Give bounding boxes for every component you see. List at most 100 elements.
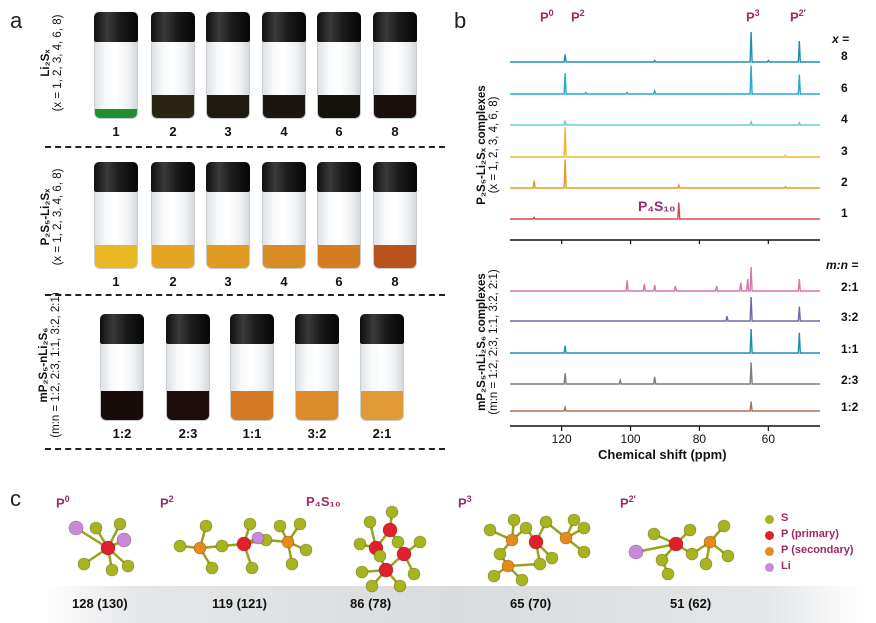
atom bbox=[391, 535, 405, 549]
spectrum-label-3: 3 bbox=[841, 144, 848, 158]
x-tick-label: 120 bbox=[552, 432, 572, 446]
vial-liquid bbox=[263, 245, 305, 268]
atom bbox=[173, 539, 187, 553]
atom bbox=[699, 557, 713, 571]
atom bbox=[577, 521, 591, 535]
atom bbox=[717, 519, 731, 533]
atom bbox=[121, 559, 135, 573]
vial-liquid bbox=[318, 95, 360, 118]
legend-li-dot bbox=[765, 563, 774, 572]
atom bbox=[105, 563, 119, 577]
vial-body bbox=[100, 344, 144, 421]
atom bbox=[567, 513, 581, 527]
vial-3-1:2 bbox=[100, 314, 144, 421]
vial-body bbox=[373, 42, 417, 119]
atom bbox=[293, 517, 307, 531]
legend-p-primary: P (primary) bbox=[781, 528, 839, 540]
shift-value-p4s10: 86 (78) bbox=[350, 596, 392, 611]
atom bbox=[100, 540, 116, 556]
vial-body bbox=[317, 192, 361, 269]
atom bbox=[251, 531, 265, 545]
atom bbox=[515, 573, 529, 587]
atom bbox=[533, 557, 547, 571]
vial-body bbox=[166, 344, 210, 421]
legend-p-secondary-dot bbox=[765, 547, 774, 556]
vial-row-li2sx: 1 2 3 4 6 8 bbox=[90, 12, 420, 139]
vial-cap bbox=[360, 314, 404, 344]
vial-cap bbox=[94, 162, 138, 192]
atom bbox=[721, 549, 735, 563]
shift-value-p2: 119 (121) bbox=[212, 596, 267, 611]
mn-header: m:n = bbox=[826, 258, 859, 272]
divider-3 bbox=[45, 448, 445, 450]
panel-b-letter: b bbox=[454, 8, 467, 33]
vial-cap bbox=[262, 162, 306, 192]
vial-liquid bbox=[207, 245, 249, 268]
atom bbox=[393, 579, 407, 593]
x-header: x = bbox=[832, 32, 850, 46]
vial-1-2 bbox=[151, 12, 195, 119]
vial-cap bbox=[317, 162, 361, 192]
vial-body bbox=[360, 344, 404, 421]
legend-p-secondary: P (secondary) bbox=[781, 544, 854, 556]
atom bbox=[353, 537, 367, 551]
vial-cap bbox=[317, 12, 361, 42]
vial-label: 2:3 bbox=[178, 426, 198, 441]
structure-label-p0: P0 bbox=[56, 494, 70, 511]
vial-liquid bbox=[263, 95, 305, 118]
vial-cap bbox=[373, 162, 417, 192]
molecular-structures bbox=[68, 505, 735, 593]
vial-3-2:1 bbox=[360, 314, 404, 421]
vial-row-mp2s5-nli2s6: 1:2 2:3 1:1 3:2 2:1 bbox=[90, 314, 420, 441]
vial-body bbox=[373, 192, 417, 269]
structure-label-p2: P2 bbox=[160, 494, 174, 511]
vial-cap bbox=[151, 162, 195, 192]
vial-label: 8 bbox=[391, 274, 399, 289]
vial-body bbox=[295, 344, 339, 421]
spectrum-1-1 bbox=[510, 328, 820, 354]
vial-label: 4 bbox=[280, 124, 288, 139]
atom bbox=[245, 561, 259, 575]
atom bbox=[273, 519, 287, 533]
atom bbox=[199, 519, 213, 533]
atom bbox=[236, 536, 252, 552]
vial-1-3 bbox=[206, 12, 250, 119]
structure-label-p3: P3 bbox=[458, 494, 472, 511]
vial-body bbox=[94, 42, 138, 119]
atom bbox=[378, 562, 394, 578]
atom bbox=[215, 539, 229, 553]
nmr-spectra-chart: 8 6 4 3 2 1 2:1 3:2 1:1 2:3 1:2 120 100 80 60 bbox=[510, 31, 859, 446]
vial-liquid bbox=[361, 391, 403, 420]
vial-body bbox=[151, 42, 195, 119]
atom bbox=[507, 513, 521, 527]
atom bbox=[363, 515, 377, 529]
vial-liquid bbox=[296, 391, 338, 420]
vial-liquid bbox=[152, 245, 194, 268]
vial-3-1:1 bbox=[230, 314, 274, 421]
atom bbox=[193, 541, 207, 555]
atom bbox=[661, 567, 675, 581]
spectrum-label-1-1: 1:1 bbox=[841, 342, 859, 356]
vial-cap bbox=[230, 314, 274, 344]
vial-label: 1:1 bbox=[242, 426, 262, 441]
spectrum-4 bbox=[510, 119, 820, 126]
atom bbox=[89, 521, 103, 535]
atom bbox=[545, 551, 559, 565]
atom bbox=[373, 549, 387, 563]
vial-2-6 bbox=[317, 162, 361, 269]
atom bbox=[396, 546, 412, 562]
vial-body bbox=[151, 192, 195, 269]
vial-liquid bbox=[167, 391, 209, 420]
atom bbox=[243, 517, 257, 531]
vial-label: 4 bbox=[280, 274, 288, 289]
atom bbox=[382, 522, 398, 538]
vial-liquid bbox=[231, 391, 273, 420]
atom bbox=[205, 561, 219, 575]
vial-3-2:3 bbox=[166, 314, 210, 421]
spectrum-1 bbox=[510, 202, 820, 220]
spectrum-1-2 bbox=[510, 401, 820, 412]
vial-2-4 bbox=[262, 162, 306, 269]
atom bbox=[628, 544, 644, 560]
vial-body bbox=[262, 192, 306, 269]
spectrum-label-1-2: 1:2 bbox=[841, 400, 859, 414]
